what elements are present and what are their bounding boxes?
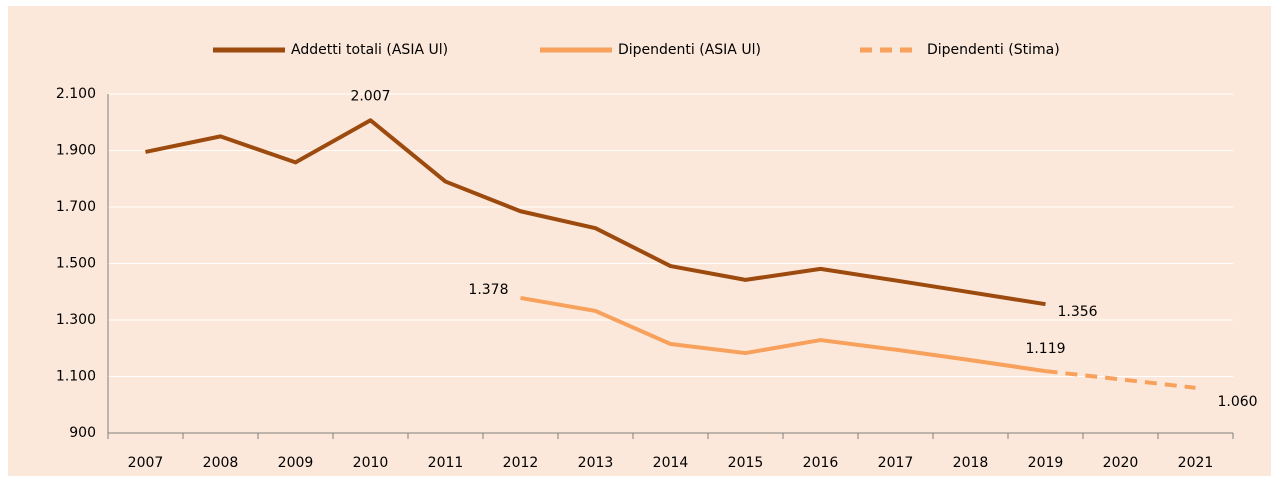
x-tick-label: 2014 [653, 455, 689, 471]
x-tick-label: 2015 [728, 455, 764, 471]
x-tick-label: 2009 [278, 455, 314, 471]
y-tick-label: 1.900 [56, 143, 96, 159]
y-tick-label: 1.300 [56, 312, 96, 328]
x-tick-label: 2010 [353, 455, 389, 471]
y-tick-label: 900 [69, 425, 96, 441]
line-series [1045, 369, 1196, 390]
x-tick-label: 2007 [128, 455, 164, 471]
line-series [520, 295, 1046, 374]
y-tick-label: 2.100 [56, 86, 96, 102]
legend-label: Dipendenti (ASIA Ul) [618, 42, 761, 58]
x-tick-label: 2012 [503, 455, 539, 471]
x-tick-label: 2017 [878, 455, 914, 471]
x-tick-label: 2016 [803, 455, 839, 471]
y-tick-label: 1.700 [56, 199, 96, 215]
x-tick-label: 2020 [1103, 455, 1139, 471]
x-tick-label: 2019 [1028, 455, 1064, 471]
data-label: 1.060 [1218, 394, 1258, 410]
x-tick-label: 2011 [428, 455, 464, 471]
y-tick-label: 1.500 [56, 256, 96, 272]
data-label: 1.119 [1025, 341, 1065, 357]
x-tick-label: 2013 [578, 455, 614, 471]
data-label: 2.007 [350, 88, 390, 104]
chart-background [8, 6, 1271, 476]
legend-label: Dipendenti (Stima) [927, 42, 1060, 58]
legend-label: Addetti totali (ASIA Ul) [291, 42, 448, 58]
line-series [145, 118, 1046, 307]
data-label: 1.356 [1058, 304, 1098, 320]
y-tick-label: 1.100 [56, 369, 96, 385]
x-tick-label: 2018 [953, 455, 989, 471]
data-label: 1.378 [468, 282, 508, 298]
x-tick-label: 2021 [1178, 455, 1214, 471]
x-tick-label: 2008 [203, 455, 239, 471]
